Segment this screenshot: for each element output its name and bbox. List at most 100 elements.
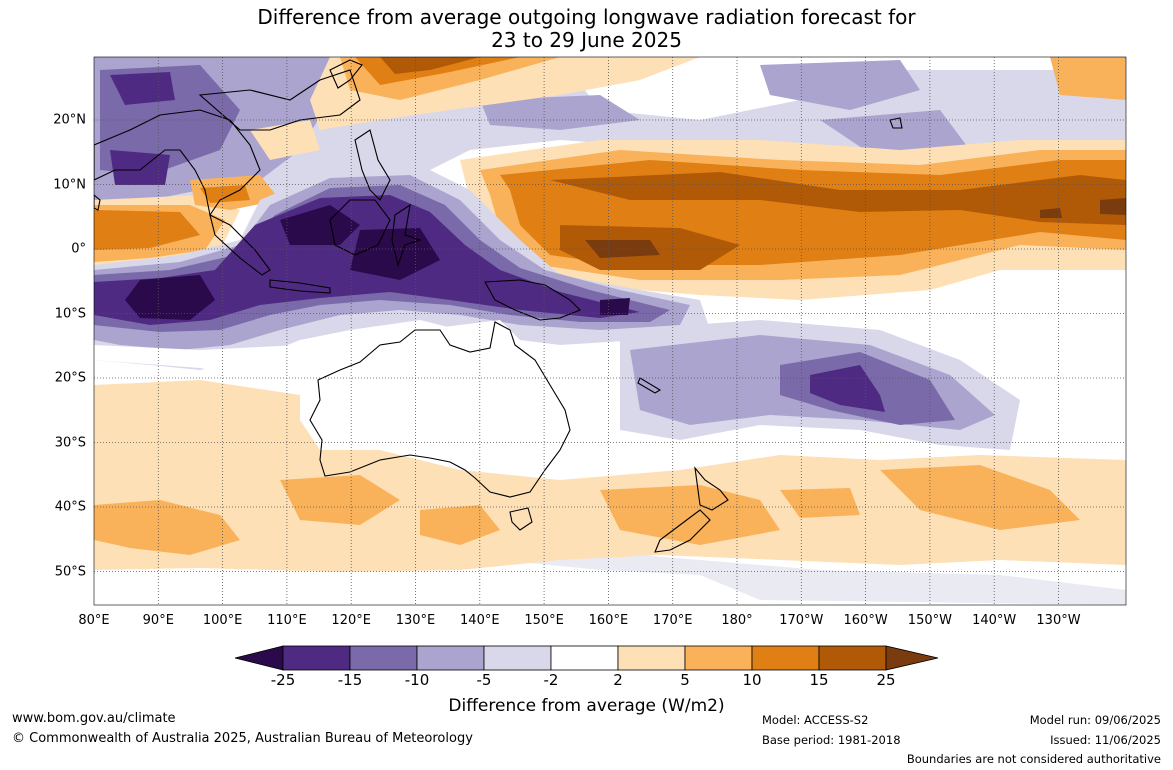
anomaly-region — [300, 320, 570, 470]
anomaly-region — [600, 485, 780, 545]
longitude-label: 130°E — [395, 613, 436, 628]
longitude-label: 160°W — [843, 613, 888, 628]
coastline-new-caledonia — [637, 377, 662, 394]
latitude-label: 20°S — [54, 370, 86, 386]
coastlines — [94, 59, 903, 553]
colorbar — [234, 645, 939, 671]
colorbar-segment — [550, 645, 619, 671]
colorbar-segment — [282, 645, 351, 671]
anomaly-region — [110, 72, 175, 105]
coastline-sumatra — [209, 213, 271, 276]
anomaly-region — [1100, 198, 1126, 215]
anomaly-region — [94, 345, 340, 388]
latitude-label: 50°S — [54, 564, 86, 579]
longitude-label: 120°E — [331, 613, 371, 628]
latitude-label: 10°S — [54, 306, 86, 321]
colorbar-tick-label: -10 — [404, 671, 430, 689]
colorbar-tick-label: 10 — [742, 671, 762, 689]
colorbar-title: Difference from average (W/m2) — [448, 696, 725, 716]
colorbar-segment — [751, 645, 820, 671]
anomaly-region — [94, 210, 200, 250]
colorbar-tick-label: 2 — [613, 671, 623, 689]
anomaly-region — [810, 365, 885, 412]
anomaly-region — [94, 500, 240, 555]
longitude-label: 140°W — [972, 613, 1017, 628]
anomaly-region — [1040, 208, 1062, 218]
coastline-hawaii — [889, 117, 903, 129]
anomaly-region — [760, 60, 920, 110]
longitude-label: 180° — [721, 613, 753, 628]
coastline-sulawesi — [391, 203, 422, 267]
copyright-notice: © Commonwealth of Australia 2025, Austra… — [12, 731, 473, 746]
colorbar-tick-label: -25 — [270, 671, 296, 689]
anomaly-region — [380, 57, 480, 74]
map-title-line-2: 23 to 29 June 2025 — [491, 28, 682, 52]
longitude-label: 110°E — [267, 613, 307, 628]
colorbar-segment — [483, 645, 552, 671]
colorbar-tick-label: -15 — [337, 671, 363, 689]
colorbar-segment — [416, 645, 485, 671]
model-name: Model: ACCESS-S2 — [762, 713, 869, 727]
anomaly-region — [94, 545, 1126, 605]
longitude-label: 90°E — [142, 613, 174, 628]
longitude-label: 80°E — [78, 613, 110, 628]
model-run-date: Model run: 09/06/2025 — [1029, 713, 1161, 727]
coastline-philippines — [354, 129, 391, 201]
anomaly-field — [94, 57, 1126, 605]
anomaly-region — [600, 298, 630, 315]
coastline-borneo — [329, 199, 391, 256]
longitude-label: 150°E — [524, 613, 564, 628]
latitude-label: 30°S — [54, 435, 86, 450]
anomaly-region — [110, 150, 170, 185]
boundaries-disclaimer: Boundaries are not considered authoritat… — [906, 752, 1161, 766]
longitude-label: 170°E — [652, 613, 693, 628]
coastline-java — [269, 279, 331, 294]
coastline-japan — [329, 59, 363, 89]
anomaly-region — [200, 185, 250, 203]
colorbar-min-extension — [234, 645, 284, 671]
anomaly-region — [280, 475, 400, 525]
anomaly-region — [550, 172, 1126, 225]
anomaly-region — [480, 95, 640, 130]
gridlines — [94, 57, 1126, 605]
colorbar-segment — [617, 645, 686, 671]
map-title-line-1: Difference from average outgoing longwav… — [257, 5, 916, 29]
colorbar-segment — [818, 645, 887, 671]
longitude-label: 140°E — [460, 613, 500, 628]
longitude-label: 100°E — [202, 613, 243, 628]
anomaly-region — [125, 275, 215, 320]
colorbar-tick-label: 15 — [809, 671, 829, 689]
coastline-tasmania — [509, 507, 533, 531]
coastline-new-zealand-north — [694, 466, 729, 511]
anomaly-region — [780, 488, 860, 518]
latitude-label: 10°N — [53, 177, 86, 192]
longitude-label: 130°W — [1036, 613, 1081, 628]
colorbar-segment — [349, 645, 418, 671]
coastline-new-guinea — [484, 279, 581, 321]
anomaly-region — [1050, 57, 1126, 100]
longitude-label: 150°W — [907, 613, 952, 628]
colorbar-tick-label: -2 — [543, 671, 559, 689]
latitude-label: 40°S — [54, 499, 86, 515]
map-frame — [93, 56, 1127, 606]
coastline-china — [198, 69, 361, 131]
longitude-label: 170°W — [779, 613, 824, 628]
anomaly-region — [280, 205, 360, 245]
issued-date: Issued: 11/06/2025 — [1050, 733, 1161, 747]
latitude-label: 20°N — [53, 112, 86, 128]
latitude-label: 0° — [71, 241, 86, 257]
colorbar-tick-label: 5 — [680, 671, 690, 689]
colorbar-max-extension — [885, 645, 939, 671]
base-period: Base period: 1981-2018 — [762, 733, 901, 747]
coastline-australia — [309, 321, 571, 498]
website-url: www.bom.gov.au/climate — [12, 711, 176, 726]
coastline-sri-lanka — [94, 194, 101, 211]
colorbar-tick-label: 25 — [876, 671, 896, 689]
colorbar-tick-label: -5 — [476, 671, 492, 689]
coastline-indochina — [94, 109, 261, 217]
longitude-label: 160°E — [588, 613, 629, 628]
colorbar-segment — [684, 645, 753, 671]
anomaly-region — [880, 465, 1080, 530]
coastline-new-zealand-south — [654, 509, 711, 553]
